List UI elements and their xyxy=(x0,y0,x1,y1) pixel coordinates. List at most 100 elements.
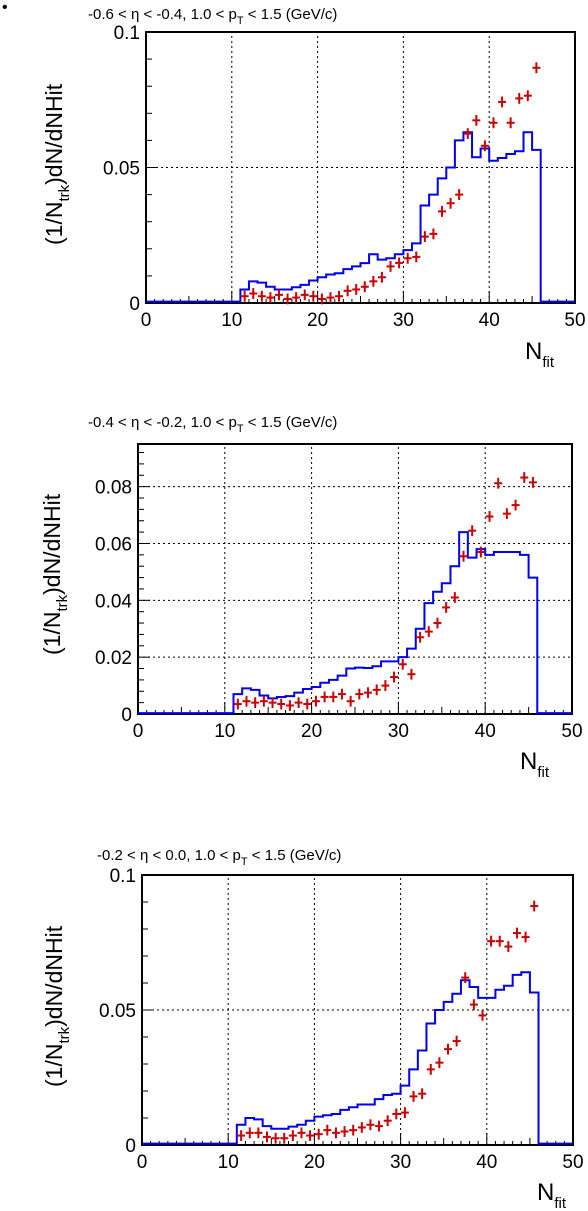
x-tick-label: 0 xyxy=(133,721,144,742)
x-tick-label: 10 xyxy=(214,721,235,742)
x-tick-label: 20 xyxy=(307,310,328,331)
data-point xyxy=(469,999,478,1010)
panel-1-data-points xyxy=(240,62,541,305)
data-point xyxy=(446,197,455,209)
data-point xyxy=(420,231,429,243)
y-tick-label: 0.02 xyxy=(95,648,132,669)
data-point xyxy=(409,1091,418,1102)
x-tick-label: 0 xyxy=(137,1152,148,1173)
data-point xyxy=(369,275,378,287)
panel-1-mc-histogram xyxy=(146,131,575,303)
data-point xyxy=(285,700,294,711)
data-point xyxy=(280,1132,289,1144)
data-point xyxy=(528,476,537,488)
data-point xyxy=(352,284,361,295)
x-tick-label: 50 xyxy=(562,1152,583,1173)
data-point xyxy=(364,687,373,699)
x-tick-label: 30 xyxy=(388,721,409,742)
data-point xyxy=(288,1130,297,1141)
data-point xyxy=(257,290,266,302)
y-tick-label: 0 xyxy=(125,1136,136,1157)
x-tick-label: 30 xyxy=(390,1152,411,1173)
panel-3-x-axis-label: Nfit xyxy=(537,1179,567,1211)
mc-histogram-line xyxy=(138,531,572,715)
data-point xyxy=(320,691,329,703)
data-point xyxy=(461,972,470,983)
data-point xyxy=(372,684,381,696)
panel-2-frame xyxy=(137,443,573,715)
data-point xyxy=(381,680,390,691)
data-point xyxy=(259,695,268,707)
data-point xyxy=(268,697,277,709)
data-point xyxy=(283,293,292,305)
data-point xyxy=(532,62,541,74)
panel-2-y-axis-label: (1/Ntrk)dN/dNHit xyxy=(39,493,71,655)
panel-2-grid xyxy=(138,444,572,714)
y-tick-label: 0.08 xyxy=(95,478,132,499)
data-point xyxy=(294,697,303,709)
data-point xyxy=(254,1127,263,1139)
data-point xyxy=(331,1127,340,1139)
data-point xyxy=(502,508,511,520)
data-point xyxy=(403,252,412,264)
x-tick-label: 40 xyxy=(479,310,500,331)
data-point xyxy=(476,546,485,558)
data-point xyxy=(489,117,498,129)
data-point xyxy=(233,698,242,710)
mc-histogram-line xyxy=(146,131,575,303)
panel-3-x-tick-labels: 0 10 20 30 40 50 xyxy=(137,1152,584,1173)
data-point xyxy=(455,189,464,201)
data-point xyxy=(452,1035,461,1047)
panel-3-mc-histogram xyxy=(142,971,573,1145)
data-point xyxy=(323,1124,332,1136)
data-point xyxy=(355,688,364,700)
data-point xyxy=(512,927,521,939)
data-point xyxy=(309,290,318,302)
data-point xyxy=(459,550,468,562)
data-point xyxy=(520,472,529,483)
y-tick-label: 0.06 xyxy=(95,534,132,555)
data-point xyxy=(292,292,301,303)
data-point xyxy=(343,285,352,297)
y-tick-label: 0.1 xyxy=(110,866,136,887)
data-point xyxy=(251,697,260,709)
data-point xyxy=(435,1057,444,1069)
data-point xyxy=(357,1122,366,1133)
data-point xyxy=(504,941,513,952)
page-bullet: • xyxy=(2,0,8,16)
data-point xyxy=(317,293,326,305)
data-point xyxy=(398,658,407,670)
x-tick-label: 50 xyxy=(561,721,582,742)
x-tick-label: 20 xyxy=(304,1152,325,1173)
panel-2-mc-histogram xyxy=(138,531,572,715)
y-tick-label: 0.05 xyxy=(103,159,140,180)
data-point xyxy=(266,292,275,303)
data-point xyxy=(262,1131,271,1143)
data-point xyxy=(468,525,477,537)
data-point xyxy=(478,1010,487,1021)
data-point xyxy=(494,477,503,489)
data-point xyxy=(530,900,539,912)
data-point xyxy=(383,1115,392,1127)
panel-3-data-points xyxy=(237,900,539,1144)
panel-2-title: -0.4 < η < -0.2, 1.0 < pT < 1.5 (GeV/c) xyxy=(88,414,337,435)
x-tick-label: 10 xyxy=(221,310,242,331)
panel-3-y-tick-labels: 0 0.05 0.1 xyxy=(99,866,136,1157)
data-point xyxy=(249,288,258,299)
y-tick-label: 0.05 xyxy=(99,1001,136,1022)
data-point xyxy=(242,695,251,707)
x-tick-label: 20 xyxy=(301,721,322,742)
data-point xyxy=(424,626,433,637)
data-point xyxy=(463,128,472,140)
data-point xyxy=(375,1120,384,1132)
data-point xyxy=(442,602,451,613)
data-point xyxy=(346,695,355,707)
data-point xyxy=(277,698,286,710)
panel-2-x-axis-label: Nfit xyxy=(520,748,550,781)
data-point xyxy=(366,1119,375,1131)
data-point xyxy=(386,260,395,272)
panel-2-x-tick-labels: 0 10 20 30 40 50 xyxy=(133,721,583,742)
mc-histogram-line xyxy=(142,971,573,1145)
y-tick-label: 0 xyxy=(121,705,132,726)
data-point xyxy=(407,668,416,680)
